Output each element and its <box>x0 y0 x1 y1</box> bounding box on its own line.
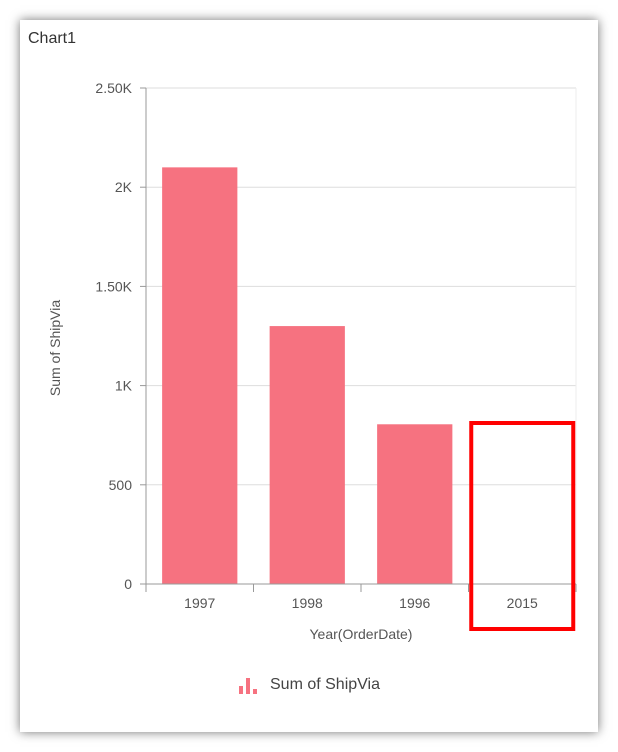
y-tick-label: 1.50K <box>95 278 132 294</box>
y-tick-label: 500 <box>109 477 133 493</box>
legend[interactable]: Sum of ShipVia <box>20 676 598 694</box>
bar-1996[interactable] <box>377 424 453 584</box>
y-tick-label: 2.50K <box>95 80 132 96</box>
x-tick-label: 1998 <box>292 595 323 611</box>
chart-title: Chart1 <box>28 30 77 47</box>
x-tick-label: 1996 <box>399 595 430 611</box>
highlight-box <box>469 421 576 631</box>
chart-card: Chart1 0 500 1K 1.50K 2K 2.50K 1997 1998 1996 20… <box>20 20 598 732</box>
y-axis-ticks: 0 500 1K 1.50K 2K 2.50K <box>95 80 146 592</box>
y-tick-label: 2K <box>115 179 133 195</box>
x-tick-label: 1997 <box>184 595 215 611</box>
highlight-rectangle <box>469 421 576 631</box>
y-tick-label: 0 <box>124 576 132 592</box>
gridlines <box>146 87 577 584</box>
y-tick-label: 1K <box>115 378 133 394</box>
bar-1998[interactable] <box>269 326 345 584</box>
bars <box>162 167 453 585</box>
x-tick-label: 2015 <box>507 595 538 611</box>
bar-1997[interactable] <box>162 167 238 585</box>
bar-chart: 0 500 1K 1.50K 2K 2.50K 1997 1998 1996 2015 Sum … <box>47 80 577 642</box>
bar-chart-icon <box>239 678 257 694</box>
x-axis-ticks: 1997 1998 1996 2015 <box>145 584 577 611</box>
x-axis-label: Year(OrderDate) <box>310 626 413 642</box>
y-axis-label: Sum of ShipVia <box>47 300 63 396</box>
legend-label: Sum of ShipVia <box>270 676 380 693</box>
